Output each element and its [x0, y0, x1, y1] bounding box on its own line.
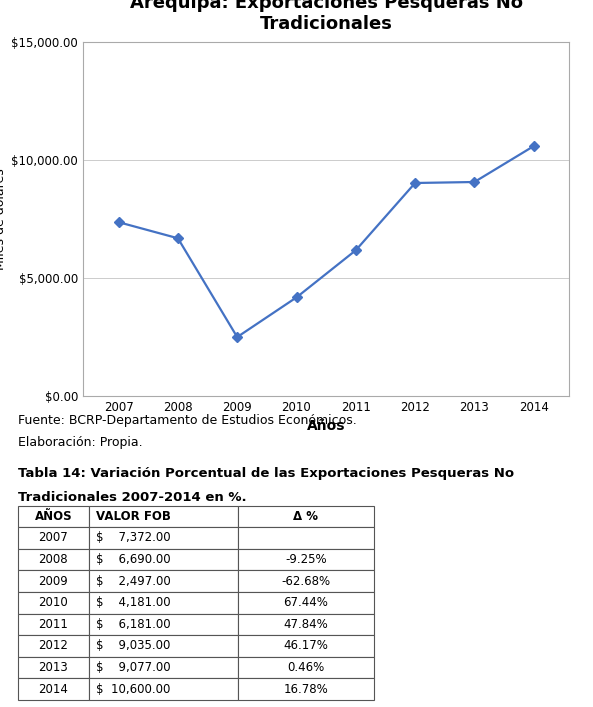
Bar	[238, 635, 374, 657]
Text: Δ %: Δ %	[294, 510, 318, 522]
Bar	[18, 614, 89, 635]
Text: $    9,035.00: $ 9,035.00	[96, 639, 170, 653]
Bar	[89, 549, 238, 571]
Text: 67.44%: 67.44%	[283, 596, 329, 609]
Bar	[89, 571, 238, 592]
Bar	[238, 657, 374, 678]
Text: Tradicionales 2007-2014 en %.: Tradicionales 2007-2014 en %.	[18, 491, 247, 504]
Bar	[89, 657, 238, 678]
Text: 2010: 2010	[39, 596, 68, 609]
Text: 16.78%: 16.78%	[283, 683, 329, 696]
Text: VALOR FOB: VALOR FOB	[96, 510, 171, 522]
Text: AÑOS: AÑOS	[34, 510, 72, 522]
Text: $  10,600.00: $ 10,600.00	[96, 683, 170, 696]
Text: 2009: 2009	[39, 575, 68, 588]
Text: $    6,690.00: $ 6,690.00	[96, 553, 171, 566]
Bar	[238, 678, 374, 700]
Bar	[18, 527, 89, 549]
Text: $    6,181.00: $ 6,181.00	[96, 618, 171, 631]
Bar	[238, 506, 374, 527]
Bar	[89, 592, 238, 614]
Text: 2007: 2007	[39, 532, 68, 544]
Bar	[18, 657, 89, 678]
Bar	[18, 571, 89, 592]
Text: 46.17%: 46.17%	[283, 639, 329, 653]
Text: 2013: 2013	[39, 661, 68, 674]
Y-axis label: Miles de dolares: Miles de dolares	[0, 168, 7, 270]
Bar	[238, 549, 374, 571]
Text: $    4,181.00: $ 4,181.00	[96, 596, 171, 609]
Bar	[18, 635, 89, 657]
Bar	[89, 635, 238, 657]
Bar	[238, 592, 374, 614]
Text: 47.84%: 47.84%	[283, 618, 329, 631]
Text: -9.25%: -9.25%	[285, 553, 327, 566]
Bar	[238, 527, 374, 549]
Text: $    2,497.00: $ 2,497.00	[96, 575, 171, 588]
Text: $    7,372.00: $ 7,372.00	[96, 532, 171, 544]
Text: Tabla 14: Variación Porcentual de las Exportaciones Pesqueras No: Tabla 14: Variación Porcentual de las Ex…	[18, 467, 514, 479]
Text: 2012: 2012	[39, 639, 68, 653]
Bar	[18, 506, 89, 527]
Bar	[89, 678, 238, 700]
Text: -62.68%: -62.68%	[282, 575, 330, 588]
Bar	[89, 614, 238, 635]
Bar	[18, 678, 89, 700]
Bar	[238, 571, 374, 592]
Bar	[89, 527, 238, 549]
Bar	[238, 614, 374, 635]
Bar	[89, 506, 238, 527]
Text: Elaboración: Propia.: Elaboración: Propia.	[18, 436, 142, 449]
Text: 2011: 2011	[39, 618, 68, 631]
Text: 2014: 2014	[39, 683, 68, 696]
Title: Arequipa: Exportaciones Pesqueras No
Tradicionales: Arequipa: Exportaciones Pesqueras No Tra…	[130, 0, 522, 33]
Text: $    9,077.00: $ 9,077.00	[96, 661, 171, 674]
X-axis label: Años: Años	[307, 419, 345, 433]
Text: Fuente: BCRP-Departamento de Estudios Económicos.: Fuente: BCRP-Departamento de Estudios Ec…	[18, 414, 356, 426]
Bar	[18, 592, 89, 614]
Text: 2008: 2008	[39, 553, 68, 566]
Text: 0.46%: 0.46%	[288, 661, 324, 674]
Bar	[18, 549, 89, 571]
